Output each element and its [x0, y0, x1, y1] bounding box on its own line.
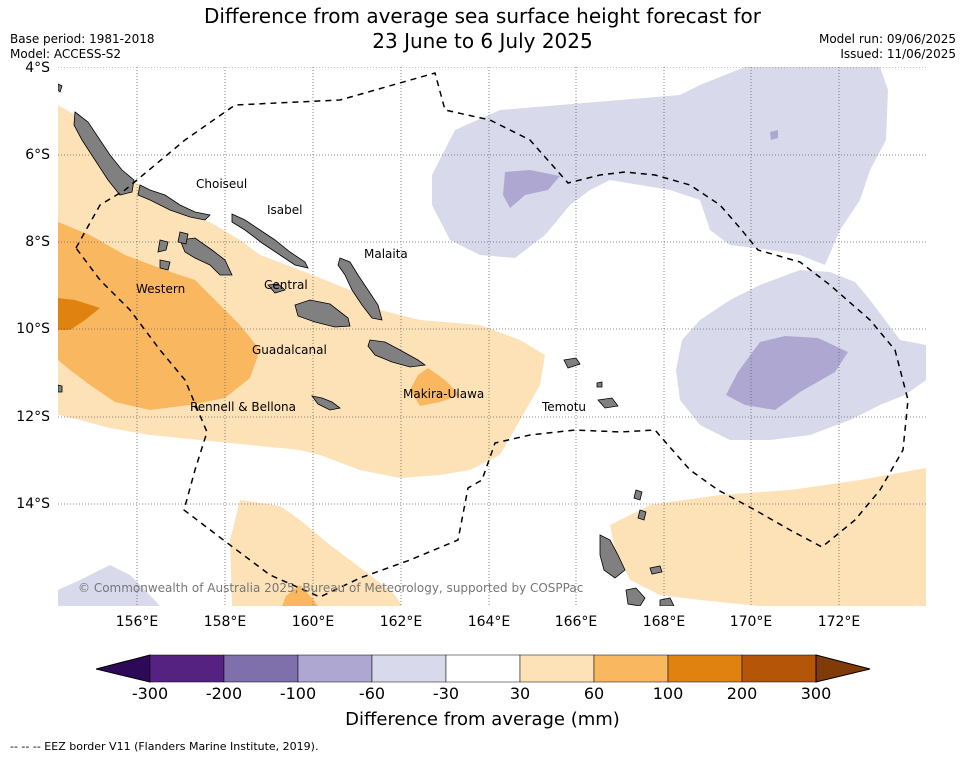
eez-legend-note: -- -- -- EEZ border V11 (Flanders Marine…	[10, 740, 319, 753]
lat-label: 8°S	[25, 234, 50, 250]
negative-anomaly-contour	[432, 67, 888, 265]
place-label-rennell-bellona: Rennell & Bellona	[190, 400, 297, 414]
graticule	[58, 67, 926, 606]
place-label-choiseul: Choiseul	[196, 177, 248, 191]
new-georgia-island	[157, 239, 169, 253]
vanuatu-island	[58, 384, 63, 393]
lon-label: 170°E	[729, 614, 773, 630]
choiseul-island	[73, 111, 135, 196]
lat-label: 6°S	[25, 147, 50, 163]
place-label-guadalcanal: Guadalcanal	[252, 343, 327, 357]
vanuatu-island	[625, 587, 646, 606]
colorbar-segment	[593, 654, 669, 683]
map-title-line2: 23 June to 6 July 2025	[372, 29, 593, 53]
colorbar-tick-label: -30	[432, 684, 460, 703]
lat-label: 10°S	[16, 321, 50, 337]
positive-anomaly-contour	[58, 222, 260, 410]
positive-anomaly-contour	[58, 298, 100, 330]
lat-label: 4°S	[25, 60, 50, 76]
negative-anomaly-contour	[503, 170, 560, 208]
colorbar-extend-high	[815, 654, 871, 683]
positive-anomaly-contour	[410, 368, 460, 406]
place-label-isabel: Isabel	[267, 203, 303, 217]
eez-border	[75, 72, 909, 598]
new-georgia-island	[179, 237, 233, 276]
makira-island	[367, 339, 427, 368]
issued-date-text: Issued: 11/06/2025	[840, 47, 956, 61]
central-islands	[267, 283, 286, 294]
colorbar-tick-label: 300	[800, 684, 832, 703]
vanuatu-island	[633, 489, 643, 501]
vanuatu-island	[659, 597, 675, 606]
temotu-island	[563, 357, 581, 369]
colorbar-segment	[519, 654, 595, 683]
lon-label: 164°E	[467, 614, 511, 630]
land-masses	[58, 83, 675, 606]
colorbar-tick-label: -300	[131, 684, 169, 703]
copyright-text: © Commonwealth of Australia 2025, Bureau…	[78, 581, 584, 595]
lon-label: 162°E	[379, 614, 423, 630]
vanuatu-island	[649, 565, 663, 575]
negative-anomaly-contour	[58, 565, 160, 606]
guadalcanal-island	[294, 299, 351, 328]
positive-anomaly-contour	[230, 500, 402, 606]
new-georgia-island	[177, 231, 189, 245]
temotu-island	[596, 381, 603, 388]
colorbar-segment	[741, 654, 817, 683]
colorbar-tick-label: -200	[205, 684, 243, 703]
place-label-malaita: Malaita	[364, 247, 408, 261]
lat-label: 12°S	[16, 409, 50, 425]
colorbar-segment	[223, 654, 299, 683]
place-label-makira-ulawa: Makira-Ulawa	[403, 387, 485, 401]
positive-anomaly-contour	[282, 585, 318, 606]
malaita-island	[337, 257, 383, 321]
place-label-temotu: Temotu	[542, 400, 587, 414]
colorbar-tick-label: 100	[652, 684, 684, 703]
colorbar-title: Difference from average (mm)	[345, 709, 620, 730]
negative-anomaly-contour	[770, 130, 778, 140]
colorbar-segment	[149, 654, 225, 683]
lon-label: 168°E	[642, 614, 686, 630]
colorbar-segment	[297, 654, 373, 683]
model-run-text: Model run: 09/06/2025	[818, 32, 956, 46]
model-name-text: Model: ACCESS-S2	[10, 47, 122, 61]
lon-label: 172°E	[817, 614, 861, 630]
positive-anomaly-contour	[610, 468, 926, 606]
lon-label: 166°E	[554, 614, 598, 630]
lon-label: 160°E	[291, 614, 335, 630]
negative-anomaly-contour	[726, 336, 848, 410]
lat-label: 14°S	[16, 496, 50, 512]
colorbar-segment	[445, 654, 521, 683]
colorbar-tick-label: 60	[583, 684, 605, 703]
lon-label: 156°E	[115, 614, 159, 630]
colorbar-tick-label: 200	[726, 684, 758, 703]
colorbar-extend-low	[96, 654, 151, 683]
colorbar-tick-label: 30	[509, 684, 531, 703]
temotu-island	[597, 397, 619, 409]
base-period-text: Base period: 1981-2018	[10, 32, 155, 46]
vanuatu-island	[599, 534, 626, 579]
new-georgia-island	[159, 259, 171, 271]
map-panel[interactable]	[58, 67, 926, 606]
colorbar	[96, 654, 871, 683]
isabel-island	[231, 213, 309, 269]
vanuatu-island	[637, 509, 647, 521]
colorbar-tick-label: -100	[279, 684, 317, 703]
place-label-western: Western	[136, 282, 186, 296]
colorbar-segment	[371, 654, 447, 683]
colorbar-segment	[667, 654, 743, 683]
rennell-island	[311, 395, 341, 411]
colorbar-tick-label: -60	[358, 684, 386, 703]
lon-label: 158°E	[203, 614, 247, 630]
vanuatu-island	[58, 83, 63, 93]
map-title-line1: Difference from average sea surface heig…	[203, 4, 762, 28]
place-label-central: Central	[264, 278, 308, 292]
western-islands	[137, 184, 211, 221]
